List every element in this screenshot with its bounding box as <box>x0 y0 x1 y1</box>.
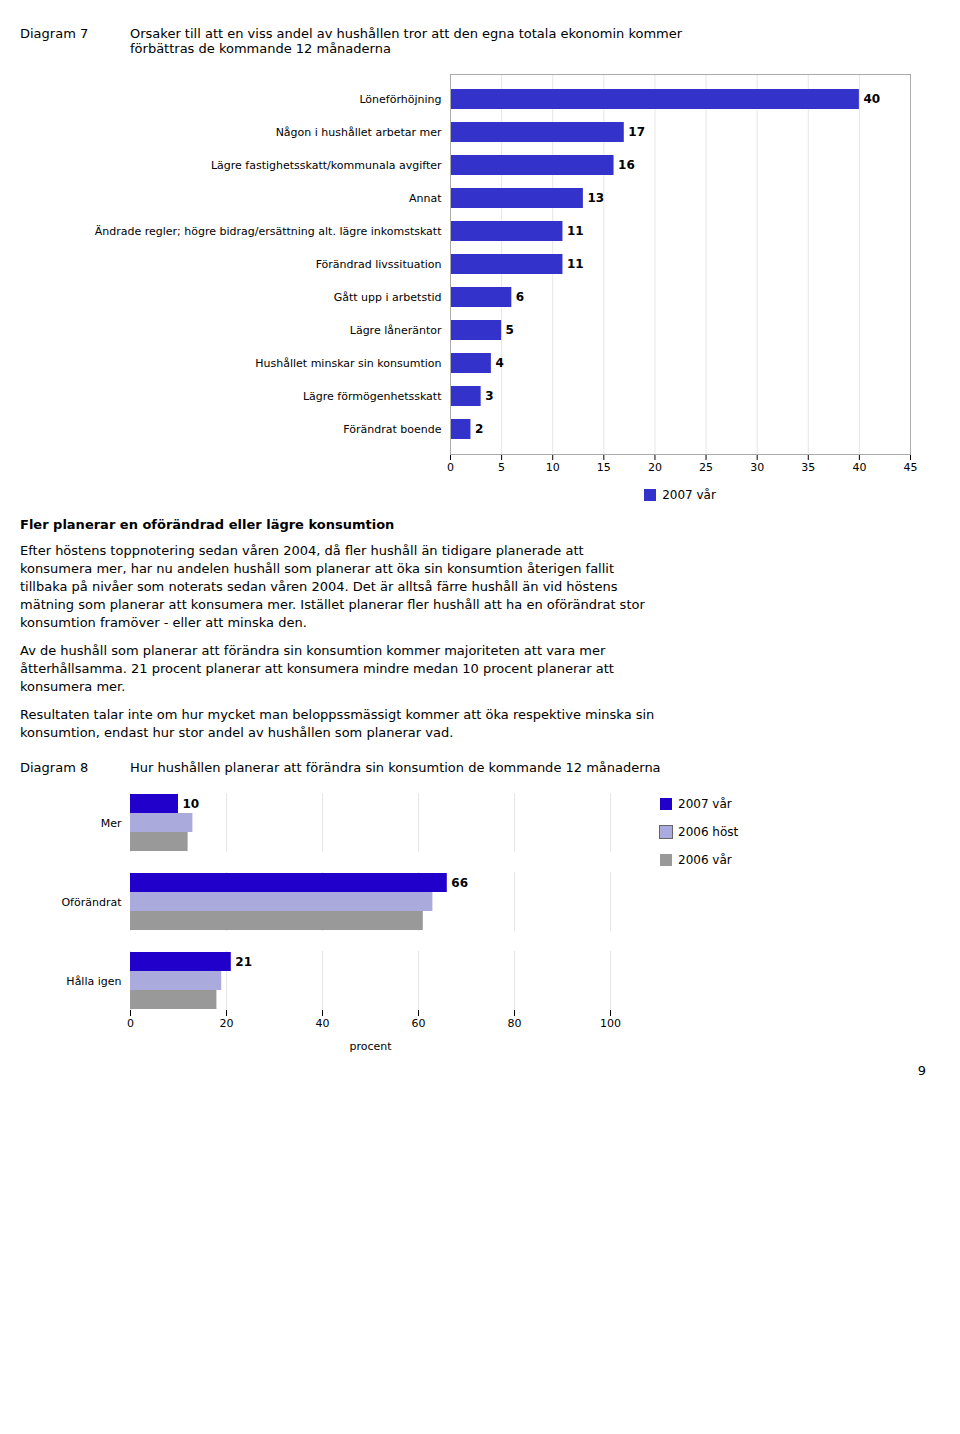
html-text:2007 vår: 2007 vår <box>678 797 732 811</box>
svg-text:Lägre låneräntor: Lägre låneräntor <box>350 324 442 337</box>
html-text:Efter höstens toppnotering sed: Efter höstens toppnotering sedan våren 2… <box>20 543 645 630</box>
svg-text:100: 100 <box>600 1017 621 1030</box>
svg-text:Mer: Mer <box>101 817 122 830</box>
html-text:2006 höst: 2006 höst <box>678 825 739 839</box>
svg-text:10: 10 <box>546 461 560 474</box>
svg-text:60: 60 <box>412 1017 426 1030</box>
svg-text:Hålla igen: Hålla igen <box>66 975 121 988</box>
svg-text:Lägre fastighetsskatt/kommunal: Lägre fastighetsskatt/kommunala avgifter <box>211 159 442 172</box>
svg-text:15: 15 <box>597 461 611 474</box>
svg-text:66: 66 <box>451 876 468 890</box>
svg-text:5: 5 <box>498 461 505 474</box>
html-text:Hur hushållen planerar att för: Hur hushållen planerar att förändra sin … <box>130 760 661 775</box>
svg-text:Löneförhöjning: Löneförhöjning <box>359 93 441 106</box>
svg-text:procent: procent <box>349 1040 392 1053</box>
svg-text:20: 20 <box>648 461 662 474</box>
html-text:Av de hushåll som planerar att: Av de hushåll som planerar att förändra … <box>20 643 614 694</box>
svg-text:21: 21 <box>235 955 252 969</box>
svg-text:80: 80 <box>508 1017 522 1030</box>
svg-text:0: 0 <box>447 461 454 474</box>
svg-text:11: 11 <box>567 224 584 238</box>
html-text:Diagram 7: Diagram 7 <box>20 26 89 41</box>
svg-text:13: 13 <box>587 191 604 205</box>
svg-text:3: 3 <box>485 389 493 403</box>
svg-text:Ändrade regler; högre bidrag/e: Ändrade regler; högre bidrag/ersättning … <box>95 225 443 238</box>
svg-text:Någon i hushållet arbetar mer: Någon i hushållet arbetar mer <box>276 126 442 139</box>
svg-text:30: 30 <box>750 461 764 474</box>
svg-text:Lägre förmögenhetsskatt: Lägre förmögenhetsskatt <box>303 390 442 403</box>
html-text:Orsaker till att en viss andel: Orsaker till att en viss andel av hushål… <box>130 26 683 56</box>
svg-text:5: 5 <box>506 323 514 337</box>
svg-text:Förändrat boende: Förändrat boende <box>343 423 441 436</box>
svg-text:2: 2 <box>475 422 483 436</box>
svg-text:6: 6 <box>516 290 524 304</box>
svg-text:25: 25 <box>699 461 713 474</box>
svg-text:40: 40 <box>863 92 880 106</box>
svg-text:Oförändrat: Oförändrat <box>61 896 122 909</box>
svg-text:Annat: Annat <box>409 192 442 205</box>
html-text:Diagram 8: Diagram 8 <box>20 760 89 775</box>
svg-text:Gått upp i arbetstid: Gått upp i arbetstid <box>334 291 442 304</box>
svg-text:17: 17 <box>628 125 645 139</box>
html-text:2007 vår: 2007 vår <box>662 488 716 502</box>
svg-text:40: 40 <box>852 461 866 474</box>
svg-text:10: 10 <box>183 797 200 811</box>
svg-text:16: 16 <box>618 158 635 172</box>
html-text:Resultaten talar inte om hur m: Resultaten talar inte om hur mycket man … <box>20 707 655 740</box>
html-text:2006 vår: 2006 vår <box>678 853 732 867</box>
svg-text:40: 40 <box>316 1017 330 1030</box>
svg-text:35: 35 <box>801 461 815 474</box>
svg-text:0: 0 <box>127 1017 134 1030</box>
svg-text:20: 20 <box>220 1017 234 1030</box>
svg-text:Förändrad livssituation: Förändrad livssituation <box>316 258 442 271</box>
svg-text:11: 11 <box>567 257 584 271</box>
html-text:9: 9 <box>917 1063 926 1078</box>
svg-text:45: 45 <box>904 461 918 474</box>
html-text:Fler planerar en oförändrad el: Fler planerar en oförändrad eller lägre … <box>20 517 395 532</box>
svg-text:4: 4 <box>495 356 503 370</box>
svg-text:Hushållet minskar sin konsumti: Hushållet minskar sin konsumtion <box>255 357 441 370</box>
